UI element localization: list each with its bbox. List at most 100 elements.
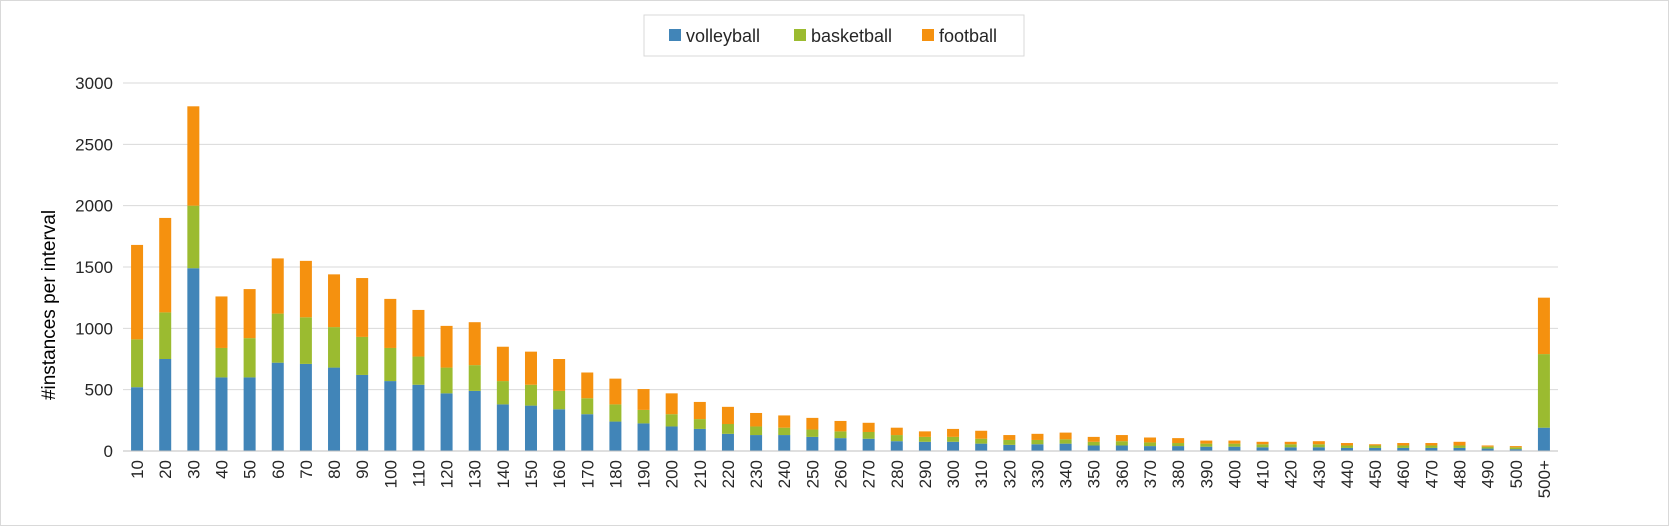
bar-volleyball [299, 363, 312, 451]
bar-football [243, 289, 256, 339]
bar-volleyball [1340, 447, 1353, 451]
bar-basketball [1481, 446, 1494, 449]
bar-basketball [131, 339, 144, 388]
bar-volleyball [243, 377, 256, 451]
bar-basketball [750, 426, 763, 436]
bar-volleyball [1115, 445, 1128, 451]
bar-basketball [581, 398, 594, 415]
y-tick-label: 2000 [75, 197, 113, 216]
bar-basketball [356, 336, 369, 375]
x-tick-label: 110 [409, 460, 428, 487]
bar-basketball [1397, 445, 1410, 448]
x-tick-label: 250 [803, 460, 822, 488]
bar-basketball [468, 365, 481, 391]
bar-football [412, 309, 425, 357]
bar-football [1228, 440, 1241, 444]
bar-volleyball [553, 409, 566, 451]
x-tick-label: 400 [1225, 460, 1244, 488]
legend-box [643, 14, 1025, 57]
bar-basketball [890, 435, 903, 442]
bar-football [1087, 436, 1100, 442]
bar-basketball [1059, 439, 1072, 444]
bar-football [1200, 440, 1213, 444]
x-tick-label: 300 [944, 460, 963, 488]
bar-basketball [1509, 447, 1522, 450]
bar-volleyball [1509, 449, 1522, 451]
bar-football [1369, 444, 1382, 446]
bar-volleyball [1256, 447, 1269, 451]
legend-label-basketball: basketball [811, 26, 892, 46]
bar-football [1425, 443, 1438, 446]
bar-volleyball [496, 404, 509, 451]
bar-basketball [918, 436, 931, 442]
x-tick-label: 280 [888, 460, 907, 488]
x-tick-label: 150 [522, 460, 541, 488]
bar-basketball [1200, 443, 1213, 447]
x-tick-label: 320 [1000, 460, 1019, 488]
x-tick-label: 340 [1057, 460, 1076, 488]
bar-basketball [1425, 445, 1438, 448]
x-tick-label: 420 [1282, 460, 1301, 488]
x-tick-label: 390 [1197, 460, 1216, 488]
bar-volleyball [1059, 443, 1072, 451]
bar-football [215, 296, 228, 348]
bar-volleyball [637, 423, 650, 451]
bar-football [1481, 445, 1494, 447]
x-tick-label: 410 [1254, 460, 1273, 488]
bar-football [637, 389, 650, 410]
x-tick-label: 200 [663, 460, 682, 488]
x-tick-label: 470 [1422, 460, 1441, 488]
bar-basketball [862, 431, 875, 439]
y-tick-label: 1500 [75, 258, 113, 277]
bar-football [1256, 441, 1269, 445]
bar-volleyball [1397, 447, 1410, 451]
bar-basketball [271, 313, 284, 363]
x-tick-label: 270 [860, 460, 879, 488]
x-tick-label: 380 [1169, 460, 1188, 488]
bar-basketball [637, 409, 650, 424]
bar-football [1312, 441, 1325, 445]
bar-basketball [384, 347, 397, 382]
bar-basketball [1537, 354, 1550, 428]
bar-basketball [553, 390, 566, 410]
bar-football [806, 417, 819, 430]
bar-basketball [1228, 443, 1241, 447]
bar-volleyball [1200, 446, 1213, 451]
bar-football [468, 322, 481, 366]
bar-football [721, 406, 734, 425]
bar-football [1284, 441, 1297, 445]
bar-basketball [328, 327, 341, 368]
bar-basketball [1284, 444, 1297, 448]
bar-volleyball [187, 268, 200, 451]
x-tick-label: 450 [1366, 460, 1385, 488]
x-tick-label: 330 [1028, 460, 1047, 488]
bar-volleyball [1003, 444, 1016, 451]
bar-football [187, 106, 200, 206]
bar-volleyball [609, 421, 622, 451]
y-tick-label: 3000 [75, 74, 113, 93]
x-tick-label: 490 [1479, 460, 1498, 488]
bar-football [581, 372, 594, 399]
x-tick-label: 210 [691, 460, 710, 488]
x-tick-label: 160 [550, 460, 569, 488]
bar-basketball [1340, 445, 1353, 448]
bar-volleyball [918, 441, 931, 451]
bar-basketball [975, 438, 988, 444]
x-tick-label: 440 [1338, 460, 1357, 488]
x-tick-label: 220 [719, 460, 738, 488]
x-tick-label: 30 [184, 460, 203, 479]
bar-volleyball [1087, 445, 1100, 451]
x-tick-label: 70 [297, 460, 316, 479]
bar-basketball [1115, 441, 1128, 446]
bar-volleyball [834, 438, 847, 451]
bar-football [1509, 446, 1522, 448]
x-tick-label: 60 [269, 460, 288, 479]
legend-swatch-volleyball [669, 29, 681, 41]
x-tick-label: 370 [1141, 460, 1160, 488]
x-tick-label: 90 [353, 460, 372, 479]
bar-basketball [1256, 444, 1269, 448]
bar-football [384, 298, 397, 348]
bar-volleyball [1369, 447, 1382, 451]
bar-volleyball [131, 387, 144, 451]
x-tick-label: 190 [635, 460, 654, 488]
